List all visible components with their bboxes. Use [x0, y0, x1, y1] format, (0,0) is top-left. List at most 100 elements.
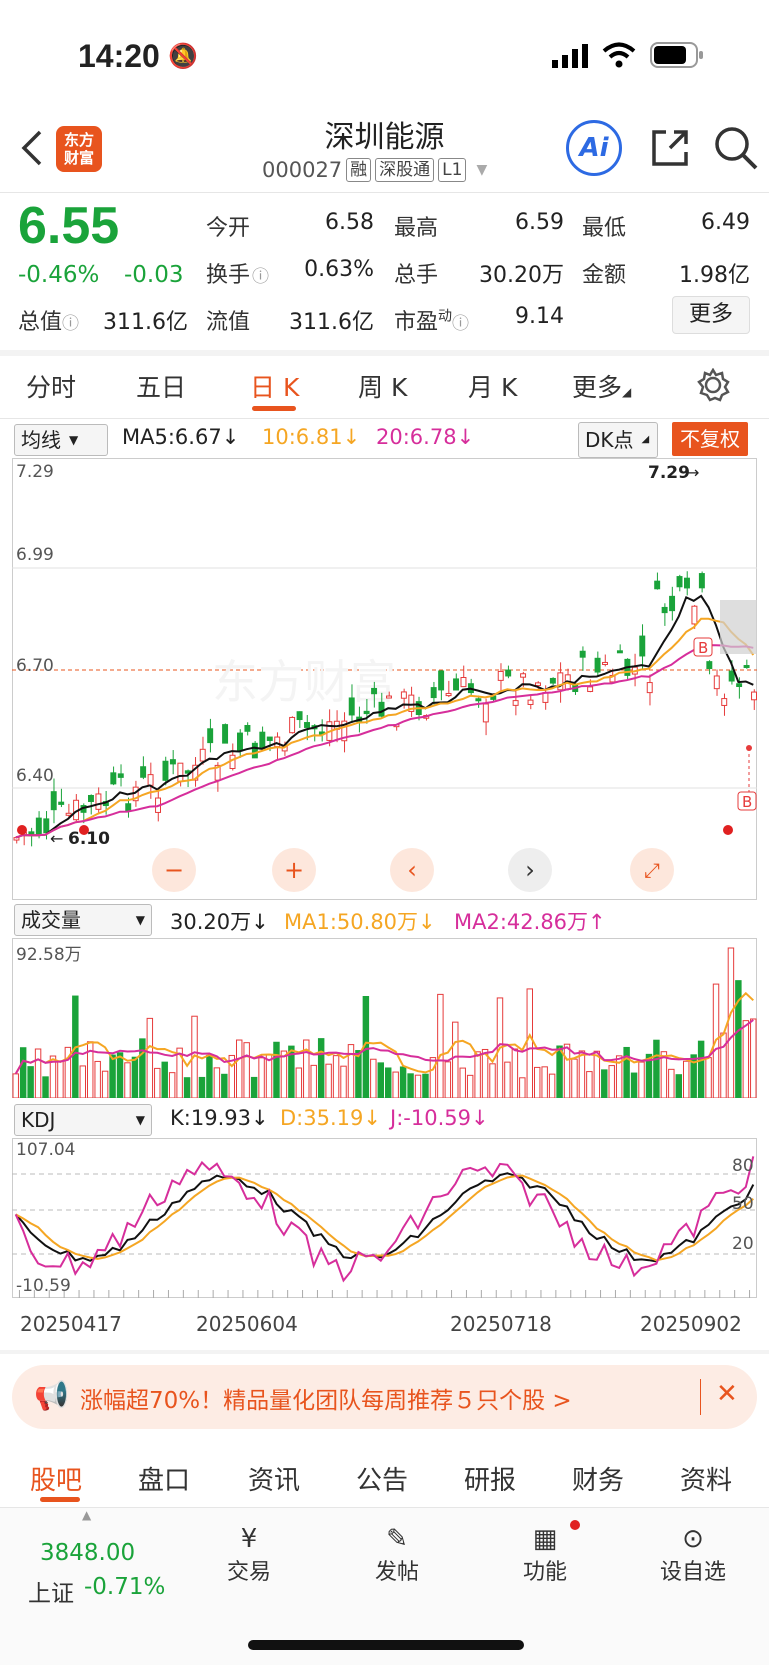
volume-bar	[534, 1066, 541, 1098]
candle	[378, 701, 385, 717]
ai-button[interactable]: Ai	[566, 120, 622, 176]
buy-marker-label: B	[698, 639, 708, 657]
candle	[460, 677, 467, 688]
tab-monthly-k[interactable]: 月 K	[468, 373, 518, 402]
nav-trade[interactable]: ¥ 交易	[204, 1524, 294, 1586]
volume-bar	[466, 1074, 474, 1098]
candle	[58, 801, 65, 805]
info-icon[interactable]: ⓘ	[252, 267, 270, 287]
candle	[542, 692, 549, 703]
bottom-tab-announcements[interactable]: 公告	[356, 1466, 409, 1496]
candle	[207, 728, 214, 744]
restore-rights-button[interactable]: 不复权	[672, 422, 748, 456]
ma20-text: 20:6.78	[376, 425, 457, 449]
settings-icon[interactable]	[696, 368, 730, 402]
bottom-tab-finance[interactable]: 财务	[572, 1466, 625, 1496]
candle	[50, 791, 57, 811]
candle	[743, 665, 750, 669]
divider	[0, 418, 769, 419]
bottom-tab-news[interactable]: 资讯	[248, 1466, 301, 1496]
candle	[736, 683, 743, 688]
zoom-in-button[interactable]: +	[272, 848, 316, 892]
bottom-tab-profile[interactable]: 资料	[680, 1466, 733, 1496]
fullscreen-icon[interactable]: ⤢	[630, 848, 674, 892]
volume-bar	[146, 1017, 154, 1098]
min-price-marker: 6.10	[68, 829, 110, 849]
candle	[445, 692, 452, 697]
index-change: -0.71%	[84, 1574, 166, 1600]
promo-banner[interactable]: 📢 涨幅超70%！精品量化团队每周推荐５只个股 > ✕	[12, 1365, 757, 1429]
tab-more[interactable]: 更多◢	[572, 368, 631, 404]
tab-weekly-k[interactable]: 周 K	[358, 373, 408, 402]
volume-bar	[683, 1060, 690, 1098]
tab-intraday[interactable]: 分时	[26, 373, 77, 402]
volume-bar	[623, 1046, 630, 1098]
candle	[244, 725, 251, 732]
volume-bar	[511, 1048, 519, 1098]
pan-left-button[interactable]: ‹	[390, 848, 434, 892]
kline-chart[interactable]: 东方财富 B B 7.29 → 6.10 ←	[12, 458, 757, 900]
tab-daily-k[interactable]: 日 K	[250, 373, 300, 402]
kdj-indicator-select[interactable]: KDJ ▼	[14, 1104, 152, 1136]
pe-label-text: 市盈	[394, 310, 439, 335]
dropdown-icon: ▼	[135, 913, 145, 927]
candle	[438, 670, 445, 691]
bottom-tab-research[interactable]: 研报	[464, 1466, 517, 1496]
volume-bar	[42, 1076, 49, 1098]
volume-indicator-select[interactable]: 成交量 ▼	[14, 904, 152, 936]
volume-bar	[399, 1066, 407, 1098]
volume-bar	[548, 1073, 556, 1098]
volume-bar	[377, 1062, 384, 1098]
volume-bar	[668, 1068, 675, 1098]
volume-ma1: MA1:50.80万↓	[284, 910, 436, 934]
nav-functions[interactable]: ▦ 功能	[500, 1524, 590, 1586]
volume-bar	[310, 1064, 317, 1098]
volume-bar	[250, 1076, 258, 1098]
candle	[646, 682, 653, 694]
bottom-tab-forum[interactable]: 股吧	[30, 1466, 83, 1496]
ma-indicator-select[interactable]: 均线 ▼	[14, 424, 108, 456]
volume-bar	[578, 1050, 586, 1098]
back-icon[interactable]	[18, 128, 46, 168]
nav-post-label: 发帖	[374, 1560, 419, 1585]
zoom-out-button[interactable]: −	[152, 848, 196, 892]
tab-more-label: 更多	[572, 373, 623, 402]
nav-add-watchlist[interactable]: ⊙ 设自选	[648, 1524, 738, 1586]
volume-bar	[139, 1038, 146, 1098]
search-icon[interactable]	[712, 124, 760, 172]
share-icon[interactable]	[648, 126, 692, 170]
volume-bar	[444, 1061, 452, 1098]
nav-post[interactable]: ✎ 发帖	[352, 1524, 442, 1586]
candle	[676, 576, 683, 588]
kdj-chart[interactable]	[12, 1138, 757, 1298]
candle	[706, 661, 713, 670]
index-name: 上证	[28, 1581, 74, 1607]
pan-right-button[interactable]: ›	[508, 848, 552, 892]
candle	[400, 691, 407, 699]
volume-chart[interactable]	[12, 938, 757, 1098]
chevron-down-icon[interactable]: ▼	[476, 162, 488, 178]
info-icon[interactable]: ⓘ	[62, 314, 80, 334]
buy-marker[interactable]	[737, 791, 757, 811]
logo-text: 东方 财富	[63, 131, 94, 167]
low-value: 6.49	[701, 210, 750, 235]
buy-marker[interactable]	[693, 637, 713, 657]
dk-point-button[interactable]: DK点 ◢	[578, 422, 658, 458]
tab-underline	[252, 406, 296, 411]
candle	[251, 742, 258, 759]
tab-five-day[interactable]: 五日	[136, 373, 187, 402]
mktcap-value: 311.6亿	[103, 310, 188, 335]
volume-bar	[750, 1018, 757, 1098]
volume-bar	[660, 1051, 668, 1098]
index-value[interactable]: 3848.00	[40, 1540, 136, 1566]
candle	[475, 698, 482, 702]
kdj-y-min: -10.59	[16, 1276, 71, 1296]
candle	[95, 793, 102, 810]
nav-functions-label: 功能	[522, 1560, 567, 1585]
more-quote-button[interactable]: 更多	[672, 296, 750, 334]
close-icon[interactable]: ✕	[716, 1379, 738, 1409]
volume-bar	[593, 1050, 601, 1098]
candle	[594, 657, 601, 673]
info-icon[interactable]: ⓘ	[452, 314, 470, 334]
bottom-tab-orderbook[interactable]: 盘口	[138, 1466, 191, 1496]
